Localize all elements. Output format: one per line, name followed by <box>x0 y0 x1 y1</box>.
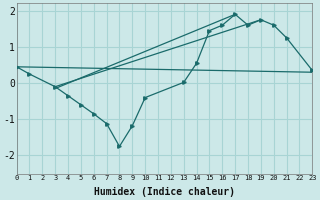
X-axis label: Humidex (Indice chaleur): Humidex (Indice chaleur) <box>94 186 235 197</box>
